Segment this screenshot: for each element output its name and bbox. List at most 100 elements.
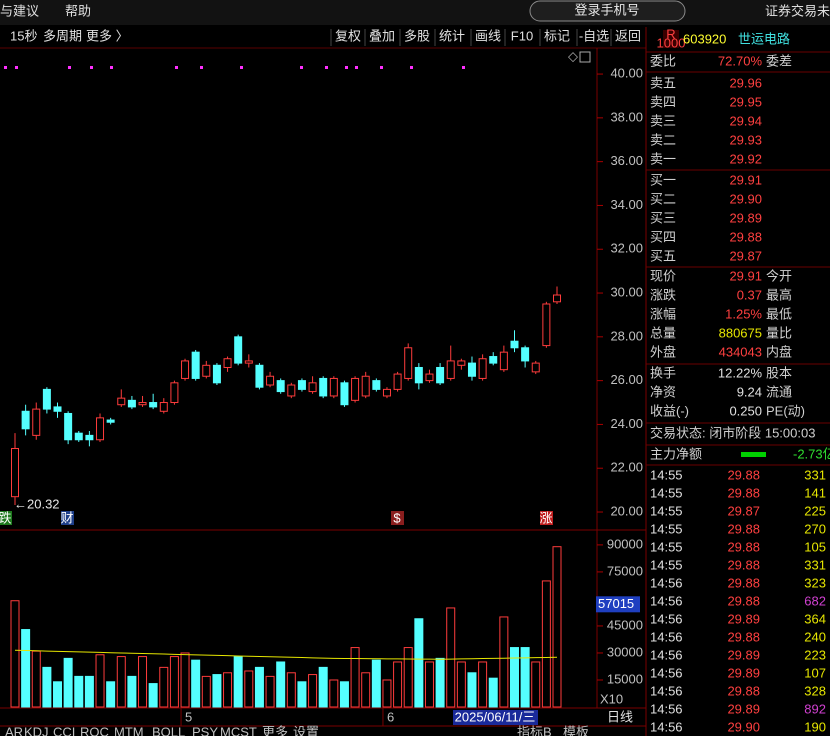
signal-dot	[410, 66, 413, 69]
volume-bar	[488, 677, 498, 708]
volume-bar	[191, 659, 201, 708]
candle-body	[297, 380, 306, 390]
indicator-tab[interactable]: PSY	[192, 724, 218, 736]
book-price: 29.94	[729, 113, 762, 128]
candle-body	[531, 362, 540, 373]
tick-time: 14:55	[650, 485, 683, 500]
volume-bar	[509, 647, 519, 708]
indicator-tab[interactable]: ROC	[80, 724, 109, 736]
event-marker[interactable]: 涨	[539, 510, 552, 525]
indicator-tab[interactable]: KDJ	[24, 724, 49, 736]
tick-price: 29.87	[727, 503, 760, 518]
stat-label: 今开	[766, 268, 792, 283]
tick-price: 29.88	[727, 557, 760, 572]
book-label: 买五	[650, 248, 676, 263]
candle-body	[202, 364, 211, 377]
candle-body	[74, 432, 83, 441]
toolbar-item[interactable]: 15秒	[10, 28, 37, 43]
signal-dot	[90, 66, 93, 69]
indicator-tab[interactable]: 指标B	[517, 724, 552, 736]
indicator-tab[interactable]: 模板	[563, 724, 589, 736]
book-label: 买四	[650, 229, 676, 244]
event-marker[interactable]: $	[393, 510, 401, 525]
login-button[interactable]	[529, 0, 686, 22]
tick-price: 29.89	[727, 701, 760, 716]
volume-bar	[371, 659, 381, 708]
event-marker[interactable]: 跌	[0, 510, 12, 525]
toolbar-button[interactable]: 标记	[544, 28, 570, 43]
volume-bar	[10, 600, 20, 708]
toolbar-button[interactable]: 复权	[335, 28, 361, 43]
volume-ma-line	[14, 649, 558, 660]
candle-body	[181, 360, 190, 379]
icon-panel[interactable]	[579, 51, 591, 63]
stat-value: 434043	[719, 344, 762, 359]
candle-body	[276, 380, 285, 393]
indicator-tab[interactable]: 更多	[262, 724, 288, 736]
candle-body	[11, 448, 19, 498]
toolbar-button[interactable]: -自选	[579, 28, 609, 43]
toolbar-item[interactable]: 更多 〉	[86, 28, 129, 43]
volume-bar	[223, 672, 233, 708]
volume-bar	[180, 652, 190, 708]
stock-name: 世运电路	[738, 31, 790, 46]
stat-label: 内盘	[766, 344, 792, 359]
tick-volume: 107	[804, 665, 826, 680]
volume-bar	[138, 656, 148, 708]
candle-body	[489, 356, 498, 364]
event-marker-bg	[61, 511, 74, 525]
book-label: 卖四	[650, 94, 676, 109]
y-tick-label: 20.00	[610, 503, 643, 518]
menu-item[interactable]: 与建议	[0, 3, 39, 18]
toolbar-button[interactable]: F10	[511, 28, 533, 43]
volume-bar	[159, 666, 169, 708]
book-label: 买二	[650, 191, 676, 206]
toolbar-button[interactable]: 画线	[475, 28, 501, 43]
candle-body	[499, 351, 508, 371]
stat-value: 0.37	[737, 287, 762, 302]
y-tick-label: 40.00	[610, 65, 643, 80]
toolbar-button[interactable]: 返回	[615, 28, 641, 43]
toolbar-button[interactable]: 叠加	[369, 28, 395, 43]
icon-diamond[interactable]: ◇	[568, 48, 578, 63]
toolbar-item[interactable]: 多周期	[43, 28, 82, 43]
volume-bar	[446, 607, 456, 708]
indicator-tab[interactable]: BOLL	[152, 724, 185, 736]
book-price: 29.89	[729, 210, 762, 225]
indicator-tab[interactable]: MCST	[220, 724, 257, 736]
candle-body	[117, 397, 126, 406]
volume-bar	[308, 674, 318, 708]
tick-time: 14:56	[650, 665, 683, 680]
event-marker[interactable]: 财	[60, 510, 73, 525]
stat-label: 现价	[650, 268, 676, 283]
menu-item[interactable]: 帮助	[65, 3, 91, 18]
signal-dot	[300, 66, 303, 69]
stat-label: 总量	[650, 325, 676, 340]
toolbar-button[interactable]: 统计	[439, 28, 465, 43]
candle-body	[361, 375, 370, 397]
x-tick-label: 6	[387, 709, 394, 724]
indicator-tab[interactable]: MTM	[114, 724, 144, 736]
volume-bar	[254, 666, 264, 708]
volume-bar	[424, 661, 434, 708]
book-price: 29.92	[729, 151, 762, 166]
volume-bar	[318, 666, 328, 708]
period-label[interactable]: 日线	[607, 709, 633, 724]
tick-price: 29.88	[727, 539, 760, 554]
candle-body	[234, 336, 243, 364]
flow-value: -2.73亿	[793, 446, 830, 461]
tick-time: 14:56	[650, 611, 683, 626]
volume-bar	[212, 674, 222, 708]
candle-body	[521, 347, 530, 362]
indicator-tab[interactable]: 设置	[293, 724, 319, 736]
toolbar-button[interactable]: 多股	[404, 28, 430, 43]
volume-bar	[53, 681, 63, 708]
tick-price: 29.88	[727, 521, 760, 536]
login-label[interactable]: 登录手机号	[574, 2, 639, 17]
volume-bar	[42, 666, 52, 708]
indicator-tab[interactable]: AR	[5, 724, 23, 736]
stat-label: PE(动)	[766, 403, 805, 418]
indicator-tab[interactable]: CCI	[53, 724, 75, 736]
event-marker-bg	[540, 511, 553, 525]
